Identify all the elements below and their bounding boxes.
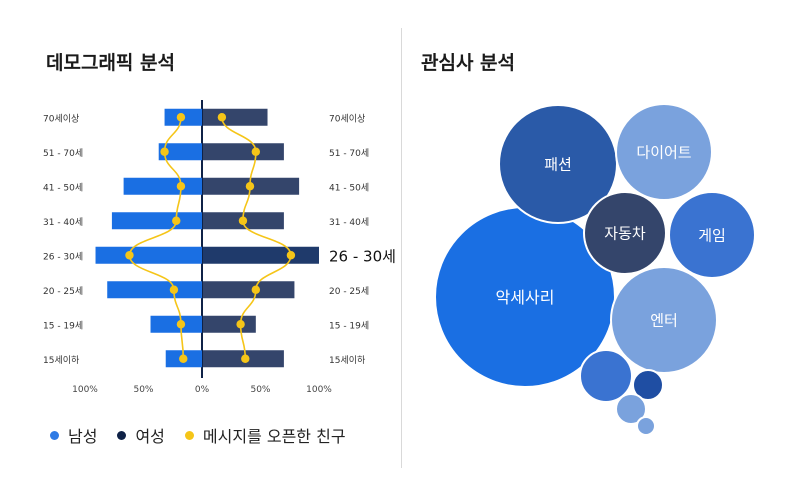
bubble-3 — [610, 266, 718, 374]
bubble-label-5: 자동차 — [604, 224, 646, 242]
demographics-chart: 70세이상 70세이상 51 - 70세 51 - 70세 41 - 50세 41 - 5… — [43, 100, 396, 395]
x-tick-label-0: 100% — [72, 385, 98, 395]
bubble-label-2: 다이어트 — [636, 143, 691, 161]
y-tick-label-left-4: 26 - 30세 — [43, 251, 83, 262]
bar-male-5 — [107, 281, 202, 299]
legend-label-female: 여성 — [135, 427, 165, 446]
y-tick-label-left-6: 15 - 19세 — [43, 320, 83, 331]
bar-male-3 — [111, 212, 202, 230]
bar-female-5 — [203, 281, 295, 299]
friends-point-right-3 — [238, 216, 248, 225]
bar-male-1 — [158, 143, 202, 161]
bar-female-6 — [203, 315, 256, 333]
y-tick-label-right-2: 41 - 50세 — [329, 182, 369, 193]
bubble-label-1: 패션 — [544, 155, 572, 173]
legend-item-female: 여성 — [117, 423, 165, 447]
legend-dot-male — [50, 430, 59, 440]
legend-dot-female — [117, 430, 127, 440]
demographics-title: 데모그래픽 분석 — [46, 52, 175, 74]
y-tick-label-right-3: 31 - 40세 — [329, 217, 369, 228]
bubble-label-3: 엔터 — [650, 311, 678, 329]
y-tick-label-left-3: 31 - 40세 — [43, 217, 83, 228]
x-tick-label-2: 0% — [195, 385, 210, 395]
bubble-label-0: 악세사리 — [496, 288, 555, 307]
y-tick-label-right-7: 15세이하 — [329, 355, 366, 366]
x-tick-label-3: 50% — [250, 385, 270, 395]
bubble-4 — [668, 191, 756, 279]
y-tick-label-right-1: 51 - 70세 — [329, 148, 369, 159]
bar-female-4 — [203, 246, 319, 264]
bubble-7 — [632, 369, 664, 401]
friends-point-left-5 — [169, 285, 179, 294]
friends-point-left-2 — [176, 182, 186, 191]
legend-dot-friends — [184, 430, 194, 440]
legend-label-friends: 메시지를 오픈한 친구 — [202, 427, 346, 446]
friends-point-right-4 — [286, 251, 296, 260]
y-tick-label-left-2: 41 - 50세 — [43, 182, 83, 193]
friends-point-right-5 — [251, 285, 261, 294]
bar-male-6 — [150, 315, 202, 333]
friends-curve-left — [128, 117, 185, 359]
interests-title: 관심사 분석 — [421, 52, 516, 74]
y-tick-label-left-5: 20 - 25세 — [43, 286, 83, 297]
chart-legend: 남성 여성 메시지를 오픈한 친구 — [50, 423, 366, 447]
x-tick-label-4: 100% — [306, 385, 332, 395]
friends-point-right-0 — [217, 113, 227, 122]
friends-point-left-4 — [125, 251, 134, 260]
bubble-9 — [636, 416, 656, 436]
y-tick-label-left-0: 70세이상 — [43, 113, 79, 124]
friends-point-right-7 — [241, 354, 250, 363]
bar-male-2 — [123, 177, 202, 195]
bubble-6 — [579, 349, 633, 403]
bubble-5 — [583, 191, 667, 275]
friends-point-left-7 — [179, 354, 188, 363]
panel-divider — [401, 28, 402, 468]
legend-label-male: 남성 — [68, 427, 98, 446]
y-tick-label-right-6: 15 - 19세 — [329, 320, 369, 331]
bubble-label-4: 게임 — [698, 226, 726, 244]
legend-item-friends: 메시지를 오픈한 친구 — [184, 423, 346, 447]
legend-item-male: 남성 — [50, 423, 97, 447]
y-tick-label-left-1: 51 - 70세 — [43, 148, 83, 159]
x-tick-label-1: 50% — [133, 385, 153, 395]
bubble-2 — [615, 103, 713, 201]
y-tick-label-right-0: 70세이상 — [329, 113, 365, 124]
friends-point-right-2 — [245, 182, 255, 191]
friends-point-left-3 — [172, 216, 181, 225]
bar-male-4 — [95, 246, 202, 264]
highlight-category-label: 26 - 30세 — [329, 247, 396, 265]
friends-point-left-6 — [176, 320, 186, 329]
y-tick-label-right-5: 20 - 25세 — [329, 286, 369, 297]
friends-point-left-1 — [160, 147, 169, 156]
bar-female-1 — [203, 143, 284, 161]
bubble-8 — [615, 393, 647, 425]
y-tick-label-left-7: 15세이하 — [43, 355, 80, 366]
bar-female-0 — [203, 108, 268, 126]
friends-point-left-0 — [176, 113, 186, 122]
friends-point-right-6 — [236, 320, 245, 329]
friends-point-right-1 — [251, 147, 261, 156]
